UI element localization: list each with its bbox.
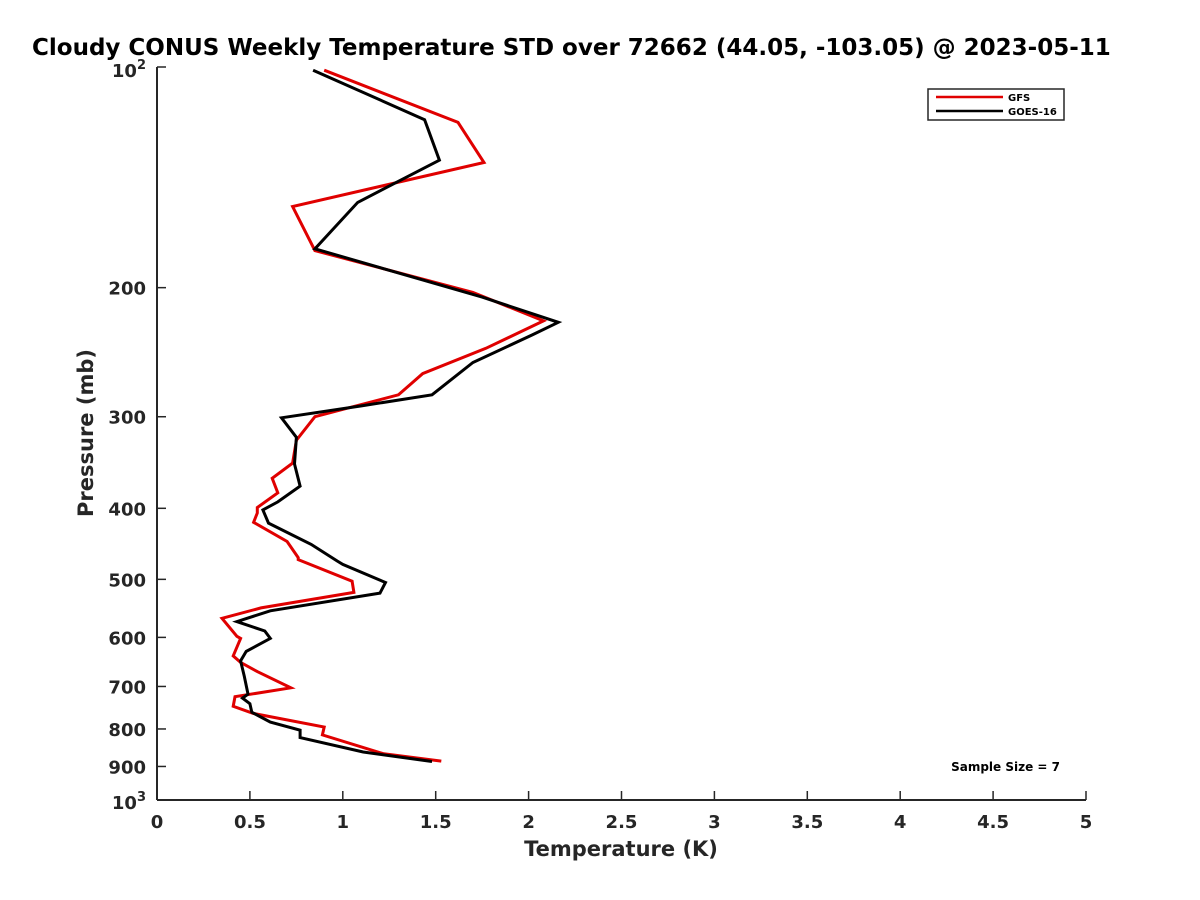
y-tick-label-top: 102 bbox=[112, 58, 146, 82]
x-axis-label: Temperature (K) bbox=[524, 837, 718, 861]
legend-box bbox=[927, 88, 1065, 121]
x-tick-label: 3.5 bbox=[791, 812, 823, 833]
y-tick-label: 500 bbox=[108, 570, 146, 591]
series-line-goes16 bbox=[232, 68, 563, 763]
y-tick-label: 700 bbox=[108, 677, 146, 698]
legend-label-gfs: GFS bbox=[1008, 93, 1030, 104]
x-tick-label: 1.5 bbox=[420, 812, 452, 833]
x-tick-label: 4 bbox=[894, 812, 907, 833]
x-tick-label: 2 bbox=[522, 812, 535, 833]
series-line-gfs bbox=[219, 68, 548, 763]
x-tick-label: 0 bbox=[151, 812, 164, 833]
x-tick-label: 2.5 bbox=[606, 812, 638, 833]
y-tick-label-bottom: 103 bbox=[112, 790, 146, 814]
x-tick-label: 4.5 bbox=[977, 812, 1009, 833]
y-ticks: 200 300 400 500 600 700 800 900 bbox=[108, 66, 166, 801]
x-tick-label: 3 bbox=[708, 812, 721, 833]
y-tick-label: 400 bbox=[108, 499, 146, 520]
x-ticks: 0 0.5 1 1.5 2 2.5 3 3.5 4 4.5 5 bbox=[151, 791, 1093, 833]
y-tick-label: 200 bbox=[108, 279, 146, 300]
legend-label-goes16: GOES-16 bbox=[1008, 107, 1057, 118]
x-tick-label: 5 bbox=[1080, 812, 1093, 833]
y-tick-label: 800 bbox=[108, 720, 146, 741]
x-tick-label: 0.5 bbox=[234, 812, 266, 833]
legend: GFS GOES-16 bbox=[927, 88, 1065, 121]
y-tick-label: 900 bbox=[108, 757, 146, 778]
series-group bbox=[219, 68, 563, 763]
chart-title: Cloudy CONUS Weekly Temperature STD over… bbox=[32, 35, 1111, 61]
y-axis-label: Pressure (mb) bbox=[74, 349, 98, 517]
y-tick-label: 300 bbox=[108, 408, 146, 429]
sample-size-annotation: Sample Size = 7 bbox=[951, 760, 1060, 774]
x-tick-label: 1 bbox=[337, 812, 350, 833]
y-tick-label: 600 bbox=[108, 628, 146, 649]
axes bbox=[156, 67, 1086, 801]
